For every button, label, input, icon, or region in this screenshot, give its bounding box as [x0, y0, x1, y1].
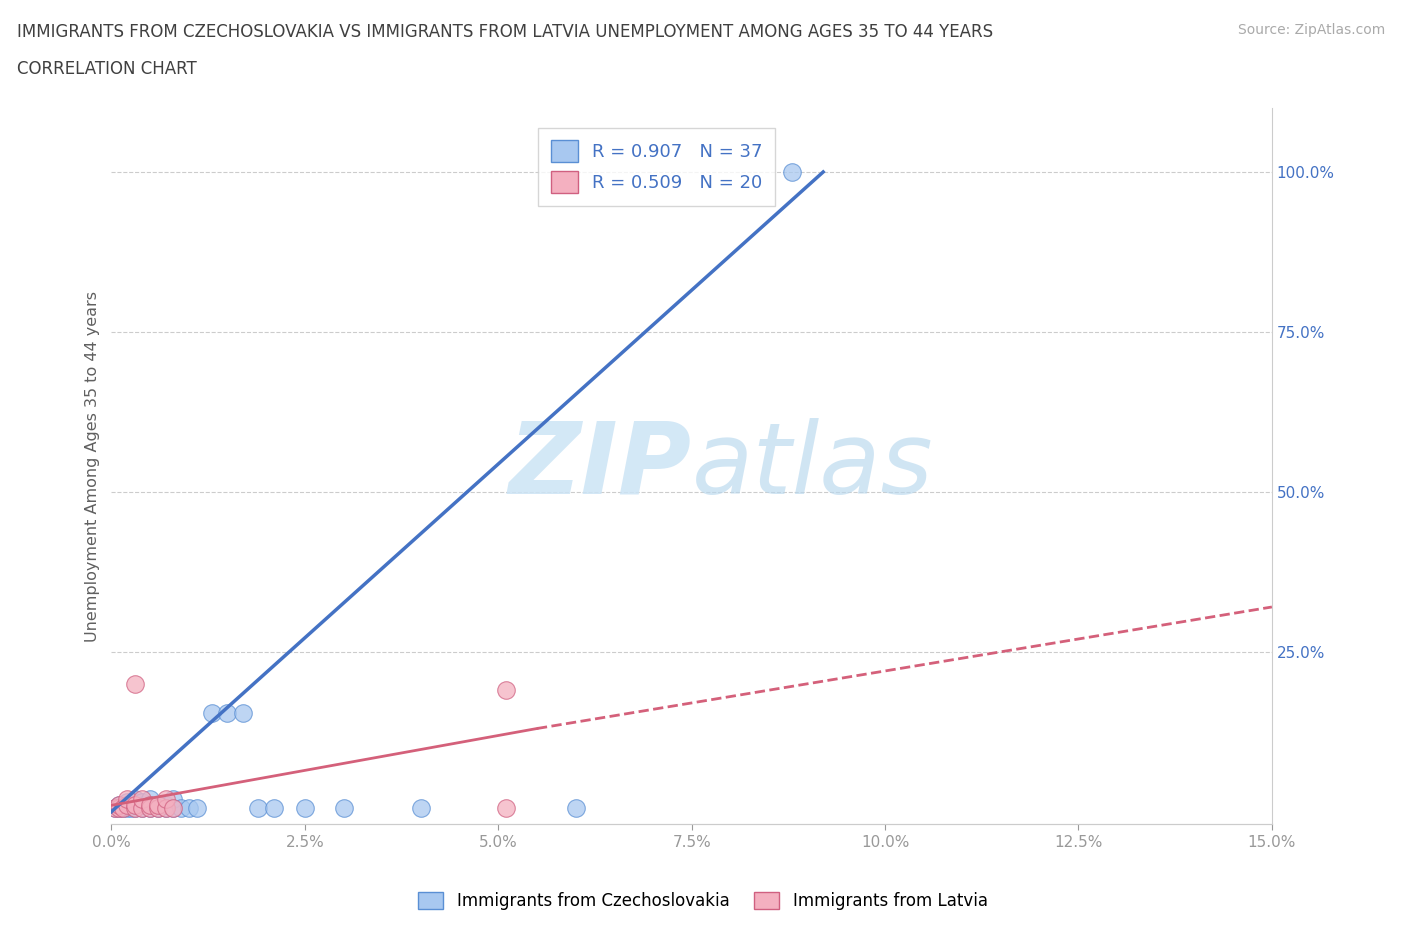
Point — [124, 676, 146, 691]
Point — [564, 801, 586, 816]
Point — [115, 798, 138, 813]
Point — [131, 798, 153, 813]
Point — [139, 791, 162, 806]
Point — [201, 705, 224, 720]
Point — [124, 798, 146, 813]
Legend: R = 0.907   N = 37, R = 0.509   N = 20: R = 0.907 N = 37, R = 0.509 N = 20 — [538, 127, 776, 206]
Point — [139, 801, 162, 816]
Point — [263, 801, 285, 816]
Point — [139, 798, 162, 813]
Legend: Immigrants from Czechoslovakia, Immigrants from Latvia: Immigrants from Czechoslovakia, Immigran… — [412, 885, 994, 917]
Point — [177, 801, 200, 816]
Point — [131, 801, 153, 816]
Point — [108, 798, 131, 813]
Point — [104, 801, 127, 816]
Point — [115, 794, 138, 809]
Text: atlas: atlas — [692, 418, 934, 514]
Point — [108, 801, 131, 816]
Point — [155, 791, 177, 806]
Point — [146, 801, 169, 816]
Point — [780, 165, 803, 179]
Point — [139, 801, 162, 816]
Point — [146, 798, 169, 813]
Point — [124, 798, 146, 813]
Point — [131, 801, 153, 816]
Point — [104, 801, 127, 816]
Point — [155, 798, 177, 813]
Point — [186, 801, 208, 816]
Point — [294, 801, 316, 816]
Text: Source: ZipAtlas.com: Source: ZipAtlas.com — [1237, 23, 1385, 37]
Point — [162, 801, 184, 816]
Point — [495, 683, 517, 698]
Point — [232, 705, 254, 720]
Point — [247, 801, 270, 816]
Point — [108, 798, 131, 813]
Point — [170, 801, 193, 816]
Point — [124, 794, 146, 809]
Point — [332, 801, 354, 816]
Text: CORRELATION CHART: CORRELATION CHART — [17, 60, 197, 78]
Point — [155, 801, 177, 816]
Point — [124, 801, 146, 816]
Y-axis label: Unemployment Among Ages 35 to 44 years: Unemployment Among Ages 35 to 44 years — [86, 291, 100, 642]
Point — [115, 798, 138, 813]
Point — [111, 801, 134, 816]
Point — [124, 801, 146, 816]
Point — [155, 801, 177, 816]
Point — [131, 794, 153, 809]
Point — [115, 801, 138, 816]
Point — [139, 798, 162, 813]
Point — [495, 801, 517, 816]
Point — [217, 705, 239, 720]
Point — [146, 798, 169, 813]
Point — [162, 801, 184, 816]
Point — [124, 791, 146, 806]
Point — [111, 801, 134, 816]
Text: ZIP: ZIP — [509, 418, 692, 514]
Point — [108, 801, 131, 816]
Point — [120, 801, 142, 816]
Point — [146, 801, 169, 816]
Text: IMMIGRANTS FROM CZECHOSLOVAKIA VS IMMIGRANTS FROM LATVIA UNEMPLOYMENT AMONG AGES: IMMIGRANTS FROM CZECHOSLOVAKIA VS IMMIGR… — [17, 23, 993, 41]
Point — [409, 801, 432, 816]
Point — [162, 791, 184, 806]
Point — [131, 791, 153, 806]
Point — [115, 791, 138, 806]
